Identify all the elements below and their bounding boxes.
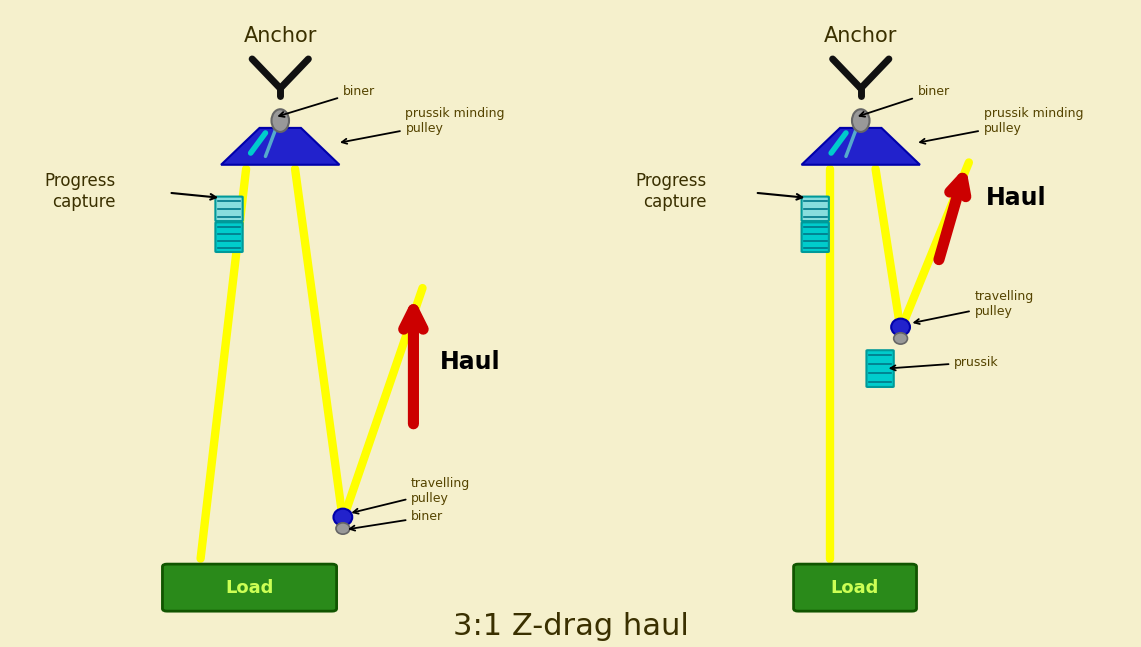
FancyBboxPatch shape: [866, 350, 893, 387]
Ellipse shape: [852, 109, 869, 132]
Text: Anchor: Anchor: [824, 27, 898, 47]
Text: Load: Load: [831, 578, 880, 597]
FancyBboxPatch shape: [216, 223, 243, 252]
Text: 3:1 Z-drag haul: 3:1 Z-drag haul: [453, 612, 688, 641]
Ellipse shape: [893, 333, 907, 344]
FancyBboxPatch shape: [802, 223, 828, 252]
Text: prussik minding
pulley: prussik minding pulley: [920, 107, 1083, 144]
FancyBboxPatch shape: [802, 197, 828, 221]
Text: Progress
capture: Progress capture: [636, 172, 707, 211]
Text: travelling
pulley: travelling pulley: [354, 477, 470, 514]
Text: Progress
capture: Progress capture: [44, 172, 115, 211]
FancyBboxPatch shape: [162, 564, 337, 611]
FancyBboxPatch shape: [794, 564, 916, 611]
Text: biner: biner: [280, 85, 375, 117]
Text: biner: biner: [859, 85, 949, 116]
Text: Haul: Haul: [439, 350, 500, 374]
Text: Load: Load: [225, 578, 274, 597]
Ellipse shape: [272, 109, 289, 132]
Text: biner: biner: [350, 510, 443, 531]
Text: travelling
pulley: travelling pulley: [914, 290, 1034, 324]
Text: Haul: Haul: [986, 186, 1046, 210]
Text: prussik minding
pulley: prussik minding pulley: [342, 107, 505, 144]
Ellipse shape: [333, 509, 353, 525]
Ellipse shape: [335, 523, 350, 534]
Polygon shape: [221, 128, 339, 165]
Text: Anchor: Anchor: [243, 27, 317, 47]
FancyBboxPatch shape: [216, 197, 243, 221]
Text: prussik: prussik: [891, 356, 998, 370]
Polygon shape: [802, 128, 920, 165]
Ellipse shape: [891, 318, 911, 336]
